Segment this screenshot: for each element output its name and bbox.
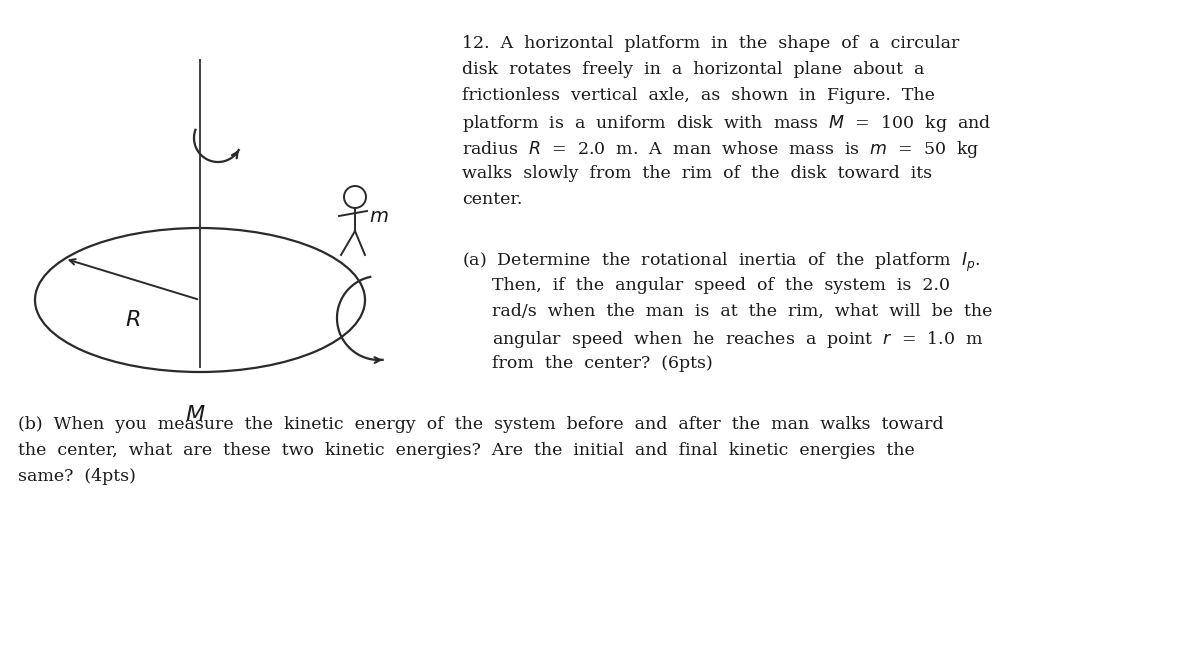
Text: angular  speed  when  he  reaches  a  point  $r$  =  1.0  m: angular speed when he reaches a point $r… bbox=[492, 329, 983, 350]
Text: platform  is  a  uniform  disk  with  mass  $M$  =  100  kg  and: platform is a uniform disk with mass $M$… bbox=[462, 113, 992, 134]
Text: center.: center. bbox=[462, 191, 523, 208]
Text: walks  slowly  from  the  rim  of  the  disk  toward  its: walks slowly from the rim of the disk to… bbox=[462, 165, 932, 182]
Text: rad/s  when  the  man  is  at  the  rim,  what  will  be  the: rad/s when the man is at the rim, what w… bbox=[492, 303, 993, 320]
Text: from  the  center?  (6pts): from the center? (6pts) bbox=[492, 355, 712, 372]
Text: (b)  When  you  measure  the  kinetic  energy  of  the  system  before  and  aft: (b) When you measure the kinetic energy … bbox=[18, 416, 944, 432]
Text: (a)  Determine  the  rotational  inertia  of  the  platform  $I_p$.: (a) Determine the rotational inertia of … bbox=[462, 251, 981, 274]
Text: the  center,  what  are  these  two  kinetic  energies?  Are  the  initial  and : the center, what are these two kinetic e… bbox=[18, 441, 915, 459]
Text: frictionless  vertical  axle,  as  shown  in  Figure.  The: frictionless vertical axle, as shown in … bbox=[462, 87, 935, 104]
Text: 12.  A  horizontal  platform  in  the  shape  of  a  circular: 12. A horizontal platform in the shape o… bbox=[462, 35, 959, 52]
Text: radius  $R$  =  2.0  m.  A  man  whose  mass  is  $m$  =  50  kg: radius $R$ = 2.0 m. A man whose mass is … bbox=[462, 139, 980, 160]
Text: disk  rotates  freely  in  a  horizontal  plane  about  a: disk rotates freely in a horizontal plan… bbox=[462, 61, 924, 78]
Text: $M$: $M$ bbox=[185, 404, 205, 426]
Text: $R$: $R$ bbox=[125, 309, 140, 331]
Text: $m$: $m$ bbox=[369, 208, 388, 226]
Text: Then,  if  the  angular  speed  of  the  system  is  2.0: Then, if the angular speed of the system… bbox=[492, 277, 950, 294]
Text: same?  (4pts): same? (4pts) bbox=[18, 468, 135, 485]
